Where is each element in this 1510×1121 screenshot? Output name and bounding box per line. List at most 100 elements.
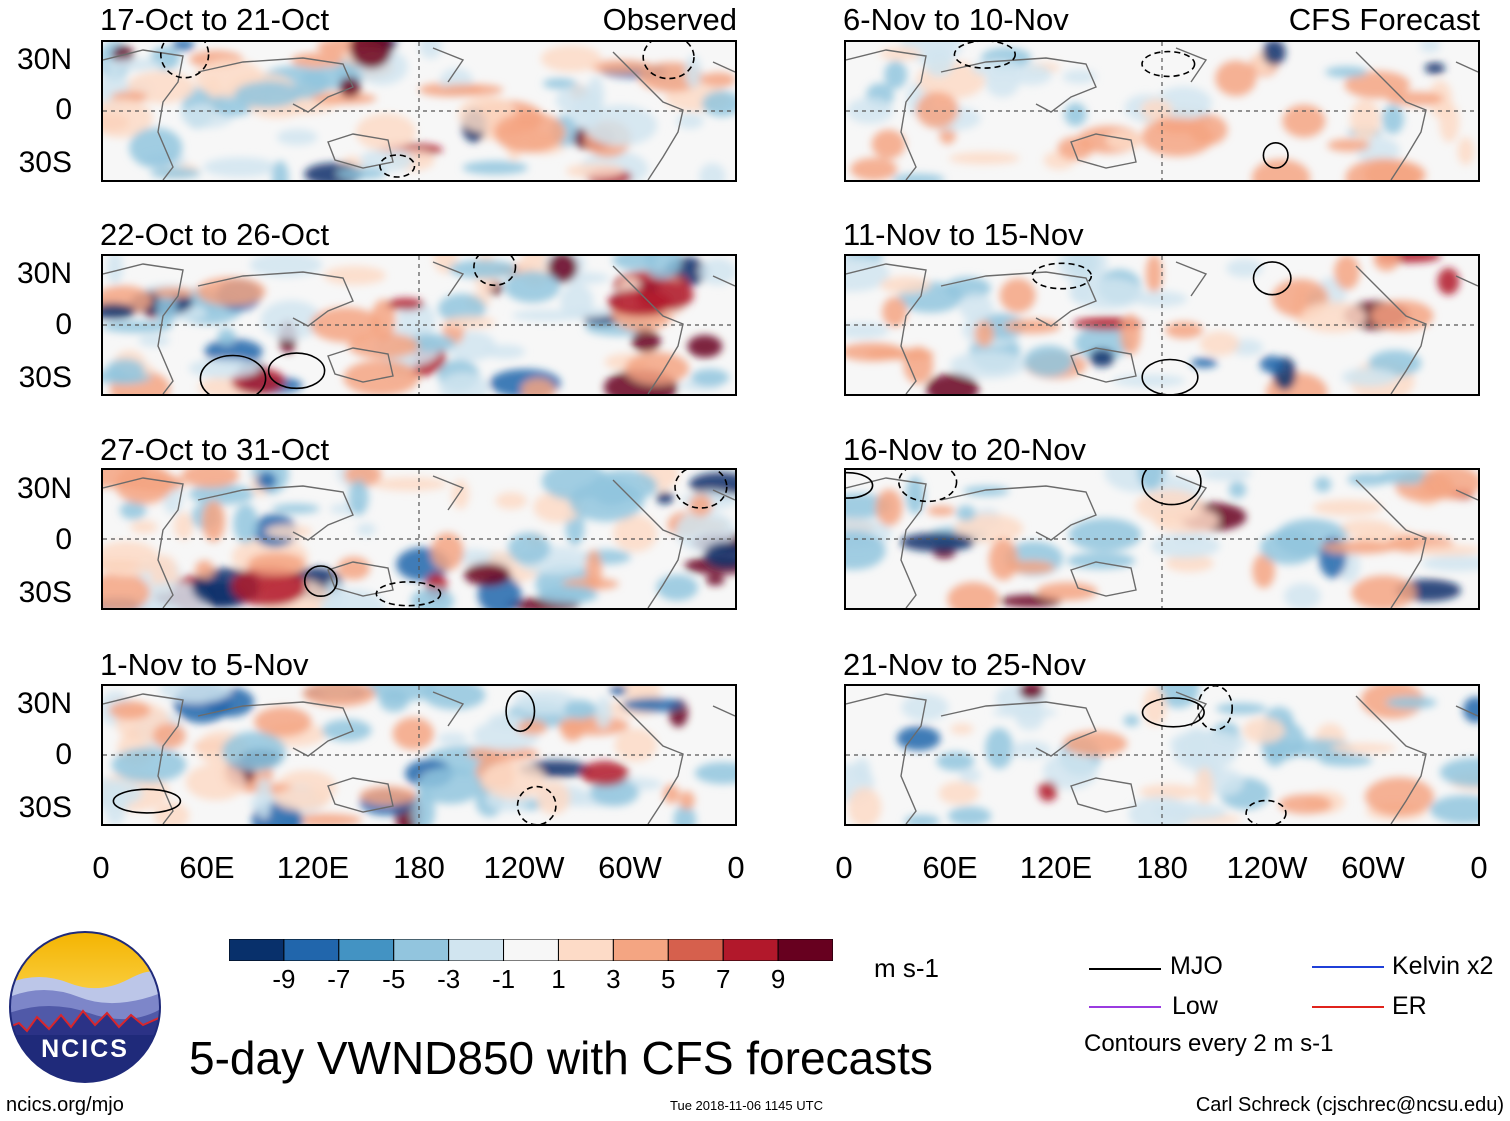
map-fc-2 bbox=[844, 254, 1480, 396]
colorbar-tick-5: 1 bbox=[551, 964, 566, 994]
coastline bbox=[712, 61, 735, 73]
coastline bbox=[1175, 691, 1208, 727]
anomaly-blob bbox=[1157, 686, 1200, 709]
anomaly-blob bbox=[656, 574, 699, 601]
anomaly-blob bbox=[1010, 64, 1052, 86]
anomaly-blob bbox=[1284, 583, 1321, 608]
colorbar-tick-1: -7 bbox=[327, 964, 351, 994]
anomaly-blob bbox=[1339, 519, 1394, 538]
coastline bbox=[1070, 777, 1137, 813]
mjo-contour bbox=[199, 354, 267, 394]
anomaly-blob bbox=[614, 728, 658, 762]
anomaly-blob bbox=[1463, 696, 1478, 723]
anomaly-blob bbox=[1414, 544, 1478, 556]
anomaly-blob bbox=[923, 45, 954, 78]
mjo-contour bbox=[1031, 262, 1093, 290]
anomaly-blob bbox=[905, 476, 925, 515]
anomaly-blob bbox=[1370, 300, 1434, 332]
anomaly-blob bbox=[926, 373, 979, 394]
anomaly-blob bbox=[846, 256, 890, 292]
anomaly-blob bbox=[904, 814, 940, 824]
anomaly-blob bbox=[1351, 575, 1416, 608]
anomaly-blob bbox=[355, 113, 416, 151]
panel-title-fc-3: 16-Nov to 20-Nov bbox=[843, 432, 1086, 467]
anomaly-blob bbox=[339, 77, 361, 98]
coastline bbox=[940, 271, 1097, 327]
coastline bbox=[612, 51, 684, 180]
anomaly-blob bbox=[387, 298, 425, 311]
anomaly-blob bbox=[247, 552, 306, 576]
panel-title-fc-1: 6-Nov to 10-Nov bbox=[843, 2, 1069, 37]
anomaly-blob bbox=[359, 786, 417, 806]
anomaly-blob bbox=[1314, 476, 1332, 493]
panel-title-obs-4: 1-Nov to 5-Nov bbox=[100, 647, 309, 682]
colorbar-swatches bbox=[228, 938, 834, 962]
anomaly-blob bbox=[1327, 138, 1371, 152]
anomaly-blob bbox=[1123, 714, 1140, 727]
anomaly-blob bbox=[583, 104, 658, 146]
anomaly-field bbox=[103, 42, 735, 180]
anomaly-blob bbox=[356, 523, 376, 537]
anomaly-blob bbox=[1128, 796, 1192, 824]
coastline bbox=[1175, 47, 1208, 83]
chart-title: 5-day VWND850 with CFS forecasts bbox=[189, 1032, 933, 1084]
anomaly-blob bbox=[1004, 319, 1061, 334]
anomaly-blob bbox=[1140, 99, 1173, 120]
anomaly-blob bbox=[1259, 355, 1284, 373]
anomaly-blob bbox=[1063, 730, 1128, 757]
mjo-contour bbox=[1245, 799, 1287, 824]
anomaly-blob bbox=[1112, 374, 1186, 388]
anomaly-blob bbox=[173, 512, 194, 540]
coastline bbox=[846, 477, 927, 608]
anomaly-blob bbox=[171, 42, 195, 51]
anomaly-field bbox=[103, 470, 735, 608]
anomaly-blob bbox=[699, 163, 726, 180]
anomaly-blob bbox=[1282, 104, 1326, 138]
colorbar-swatch-4 bbox=[448, 938, 505, 962]
mjo-contour bbox=[1141, 470, 1202, 506]
anomaly-blob bbox=[1386, 91, 1444, 106]
anomaly-field bbox=[103, 686, 735, 824]
colorbar-tick-9: 9 bbox=[770, 964, 786, 994]
anomaly-blob bbox=[1070, 274, 1093, 304]
anomaly-blob bbox=[349, 42, 393, 69]
coastline bbox=[1455, 61, 1478, 73]
anomaly-blob bbox=[1312, 499, 1383, 516]
anomaly-blob bbox=[255, 777, 272, 819]
coastline bbox=[432, 47, 465, 83]
anomaly-blob bbox=[256, 471, 277, 490]
anomaly-blob bbox=[119, 501, 147, 520]
xtick-l-60e: 60E bbox=[179, 850, 235, 885]
legend-mjo-line bbox=[1089, 968, 1161, 970]
anomaly-blob bbox=[272, 160, 289, 180]
anomaly-blob bbox=[271, 503, 320, 514]
anomaly-blob bbox=[440, 84, 504, 96]
anomaly-blob bbox=[1015, 706, 1044, 731]
anomaly-blob bbox=[1199, 331, 1240, 356]
anomaly-blob bbox=[675, 113, 704, 129]
anomaly-blob bbox=[694, 762, 735, 785]
anomaly-blob bbox=[1165, 321, 1204, 339]
anomaly-blob bbox=[1344, 70, 1410, 99]
anomaly-blob bbox=[221, 731, 287, 772]
anomaly-blob bbox=[701, 72, 735, 88]
anomaly-blob bbox=[392, 717, 434, 750]
mjo-contour bbox=[1197, 686, 1233, 731]
anomaly-blob bbox=[379, 689, 409, 712]
anomaly-blob bbox=[195, 560, 214, 579]
anomaly-blob bbox=[1421, 555, 1478, 572]
coastline bbox=[1455, 489, 1478, 501]
legend-kelvin-line bbox=[1312, 966, 1384, 968]
anomaly-blob bbox=[684, 54, 702, 89]
ytick-30s-1: 30S bbox=[18, 146, 72, 179]
anomaly-blob bbox=[105, 358, 145, 382]
anomaly-blob bbox=[439, 372, 490, 394]
anomaly-blob bbox=[663, 784, 680, 804]
colorbar-swatch-9 bbox=[722, 938, 779, 962]
anomaly-blob bbox=[956, 505, 976, 522]
anomaly-blob bbox=[555, 85, 601, 116]
coastline bbox=[432, 691, 465, 727]
anomaly-blob bbox=[521, 378, 556, 394]
panel-title-fc-4: 21-Nov to 25-Nov bbox=[843, 647, 1086, 682]
anomaly-blob bbox=[1191, 357, 1218, 368]
